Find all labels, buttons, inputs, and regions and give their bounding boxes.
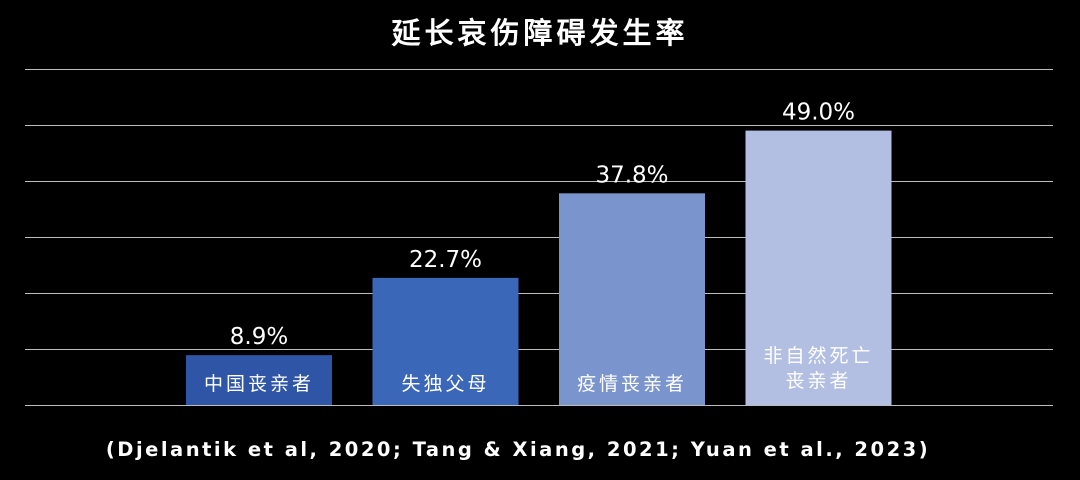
bars xyxy=(186,130,892,405)
bar xyxy=(372,277,519,405)
value-label: 49.0% xyxy=(782,100,855,126)
value-label: 22.7% xyxy=(409,247,482,273)
value-label: 8.9% xyxy=(230,324,288,350)
bar xyxy=(745,130,892,405)
bar xyxy=(186,355,332,405)
category-label: 中国丧亲者 xyxy=(204,373,314,395)
value-label: 37.8% xyxy=(595,162,668,188)
category-label: 丧亲者 xyxy=(785,370,851,392)
source-citation: (Djelantik et al, 2020; Tang & Xiang, 20… xyxy=(106,438,930,461)
category-label: 失独父母 xyxy=(401,373,489,395)
category-label: 非自然死亡 xyxy=(763,345,873,367)
gridlines xyxy=(25,69,1053,406)
chart-title: 延长哀伤障碍发生率 xyxy=(390,16,688,50)
category-label: 疫情丧亲者 xyxy=(577,373,687,395)
value-labels: 8.9% 22.7% 37.8% 49.0% xyxy=(230,100,855,351)
bar xyxy=(559,193,705,405)
